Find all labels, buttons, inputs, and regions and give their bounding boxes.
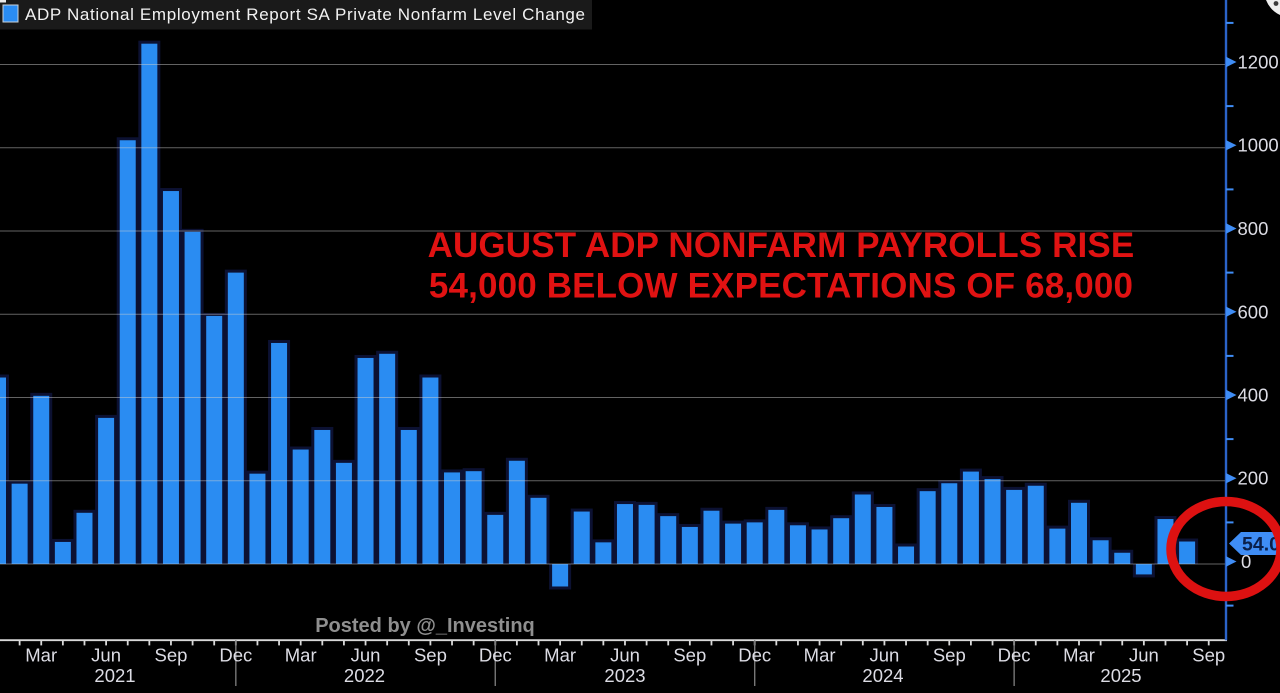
svg-text:400: 400	[1238, 385, 1269, 406]
svg-text:Dec: Dec	[219, 645, 252, 666]
svg-text:Sep: Sep	[1192, 645, 1225, 666]
svg-text:600: 600	[1238, 301, 1269, 322]
svg-text:0: 0	[1241, 551, 1251, 572]
svg-text:2021: 2021	[94, 665, 135, 686]
svg-text:2022: 2022	[344, 665, 385, 686]
svg-text:Jun: Jun	[610, 645, 640, 666]
svg-text:2023: 2023	[604, 665, 645, 686]
svg-text:2025: 2025	[1100, 665, 1141, 686]
svg-text:Sep: Sep	[155, 645, 188, 666]
svg-text:Jun: Jun	[91, 645, 121, 666]
svg-text:Dec: Dec	[479, 645, 512, 666]
svg-text:Mar: Mar	[544, 645, 576, 666]
svg-text:AUGUST ADP NONFARM PAYROLLS RI: AUGUST ADP NONFARM PAYROLLS RISE	[428, 226, 1135, 265]
svg-text:54.0: 54.0	[1242, 534, 1280, 556]
svg-text:Jun: Jun	[869, 645, 899, 666]
svg-text:2024: 2024	[862, 665, 903, 686]
svg-text:Dec: Dec	[738, 645, 771, 666]
svg-text:Dec: Dec	[998, 645, 1031, 666]
svg-text:Jun: Jun	[351, 645, 381, 666]
svg-text:54,000 BELOW EXPECTATIONS OF 6: 54,000 BELOW EXPECTATIONS OF 68,000	[429, 267, 1133, 306]
svg-text:Mar: Mar	[804, 645, 836, 666]
svg-text:200: 200	[1238, 468, 1269, 489]
svg-text:Sep: Sep	[414, 645, 447, 666]
svg-text:Jun: Jun	[1129, 645, 1159, 666]
svg-text:ADP National Employment Report: ADP National Employment Report SA Privat…	[25, 5, 586, 24]
svg-text:Sep: Sep	[933, 645, 966, 666]
svg-text:1200: 1200	[1238, 52, 1279, 73]
svg-text:Posted by @_Investinq: Posted by @_Investinq	[315, 615, 535, 637]
svg-text:Mar: Mar	[25, 645, 57, 666]
svg-text:Mar: Mar	[285, 645, 317, 666]
svg-text:Sep: Sep	[673, 645, 706, 666]
svg-text:800: 800	[1238, 218, 1269, 239]
svg-text:Mar: Mar	[1063, 645, 1095, 666]
svg-text:1000: 1000	[1238, 135, 1279, 156]
